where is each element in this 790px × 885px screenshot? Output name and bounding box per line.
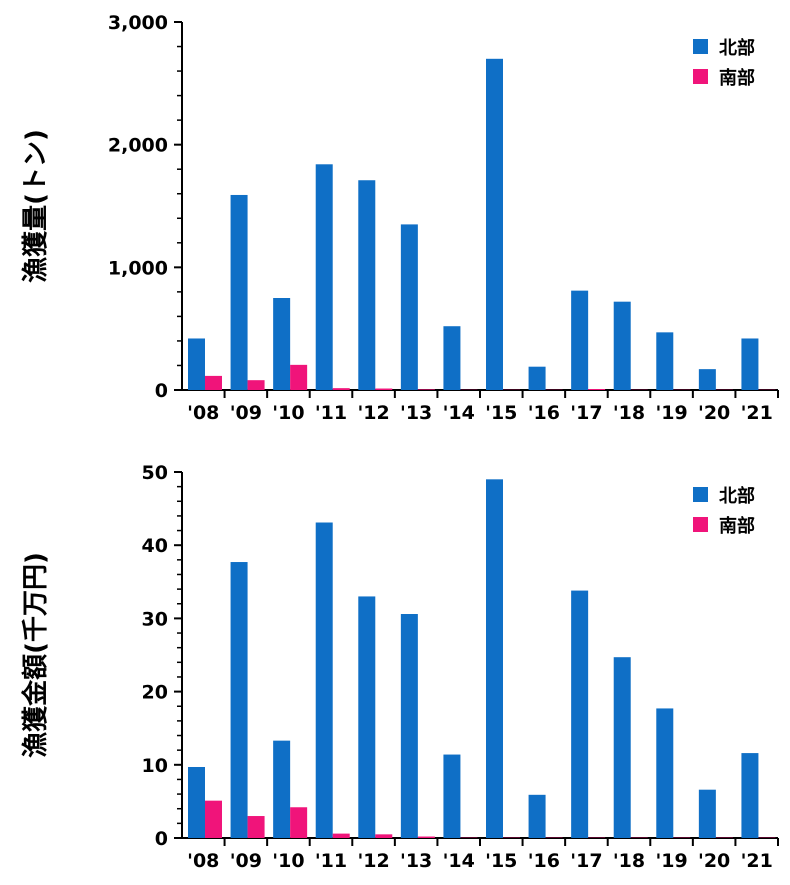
x-tick-label: '14 (443, 850, 475, 872)
bar-south (205, 800, 222, 838)
bar-north (656, 332, 674, 390)
x-tick-label: '18 (613, 402, 645, 424)
x-tick-label: '13 (400, 402, 432, 424)
bar-north (571, 290, 589, 390)
y-tick-label: 1,000 (108, 257, 168, 279)
bar-north (273, 740, 291, 838)
bar-north (230, 194, 248, 390)
x-tick-label: '21 (741, 850, 773, 872)
x-tick-label: '10 (272, 850, 304, 872)
x-tick-label: '16 (528, 850, 560, 872)
x-tick-label: '20 (698, 402, 730, 424)
x-tick-label: '10 (272, 402, 304, 424)
y-tick-label: 40 (142, 535, 168, 557)
bar-south (290, 807, 308, 838)
legend-swatch (693, 487, 708, 502)
bar-south (247, 816, 265, 838)
bar-north (315, 164, 333, 390)
legend-label: 北部 (719, 37, 755, 59)
bar-north (741, 338, 759, 390)
bar-north (315, 522, 333, 838)
bar-south (417, 389, 435, 390)
legend-swatch (693, 517, 708, 532)
x-tick-label: '19 (655, 402, 687, 424)
x-tick-label: '17 (570, 850, 602, 872)
bar-north (358, 596, 376, 838)
x-tick-label: '09 (230, 402, 262, 424)
y-tick-label: 50 (142, 462, 168, 484)
bar-north (230, 562, 248, 838)
bar-south (375, 388, 393, 390)
bar-north (400, 224, 418, 390)
y-tick-label: 30 (142, 608, 168, 630)
bar-north (486, 58, 503, 391)
legend-label: 北部 (719, 485, 755, 507)
bar-north (486, 479, 503, 838)
x-tick-label: '20 (698, 850, 730, 872)
x-tick-label: '11 (315, 850, 347, 872)
x-tick-label: '15 (485, 850, 517, 872)
bar-north (613, 657, 631, 838)
y-tick-label: 20 (142, 682, 168, 704)
x-tick-label: '17 (570, 402, 602, 424)
bar-south (290, 364, 308, 390)
x-tick-label: '09 (230, 850, 262, 872)
bar-south (588, 389, 606, 390)
x-tick-label: '08 (187, 402, 219, 424)
bar-north (188, 338, 205, 390)
x-tick-label: '13 (400, 850, 432, 872)
bar-north (528, 794, 546, 838)
x-tick-label: '19 (655, 850, 687, 872)
bar-south (332, 388, 350, 390)
x-tick-label: '14 (443, 402, 475, 424)
bar-north (443, 326, 461, 390)
bar-north (528, 366, 546, 390)
bar-north (698, 789, 716, 838)
bar-south (375, 834, 393, 838)
bar-north (443, 754, 461, 838)
x-tick-label: '18 (613, 850, 645, 872)
bar-south (417, 836, 435, 838)
bar-north (358, 180, 376, 390)
bar-north (698, 369, 716, 390)
x-tick-label: '21 (741, 402, 773, 424)
bar-south (332, 833, 350, 838)
x-tick-label: '12 (357, 850, 389, 872)
y-axis-title: 漁獲量(トン) (21, 129, 51, 283)
x-tick-label: '11 (315, 402, 347, 424)
x-tick-label: '15 (485, 402, 517, 424)
legend-swatch (693, 69, 708, 84)
legend-swatch (693, 39, 708, 54)
bar-north (400, 614, 418, 838)
legend-label: 南部 (719, 67, 755, 89)
x-tick-label: '16 (528, 402, 560, 424)
catch-value-chart: 0 10 20 30 40 50 '08 '09 '10 '11 '12 '13 '14 '15 '16 '1… (20, 462, 779, 872)
bar-north (273, 298, 291, 390)
bar-north (188, 766, 205, 838)
y-tick-label: 10 (142, 755, 168, 777)
bar-north (571, 590, 589, 838)
catch-volume-chart: 0 1,000 2,000 3,000 '08 '09 '10 '11 '12 '13 '14 '15… (21, 12, 779, 424)
bar-north (613, 301, 631, 390)
y-axis-title: 漁獲金額(千万円) (20, 552, 51, 758)
x-tick-label: '08 (187, 850, 219, 872)
bar-south (247, 380, 265, 390)
y-tick-label: 0 (155, 380, 168, 402)
x-tick-label: '12 (357, 402, 389, 424)
legend-label: 南部 (719, 515, 755, 537)
y-tick-label: 0 (155, 828, 168, 850)
bar-north (656, 708, 674, 838)
y-tick-label: 2,000 (108, 135, 168, 157)
bar-north (741, 753, 759, 838)
bar-south (205, 375, 222, 390)
y-tick-label: 3,000 (108, 12, 168, 34)
